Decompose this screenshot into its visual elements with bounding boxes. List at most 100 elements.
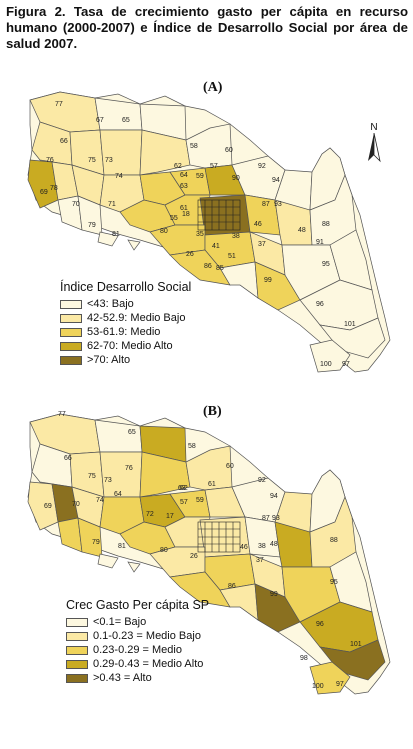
legend-a-title: Índice Desarrollo Social: [60, 280, 192, 294]
map-a-area-label: 93: [274, 201, 282, 208]
map-a-area-label: 73: [105, 157, 113, 164]
map-b-area-label: 81: [118, 543, 126, 550]
area-labels-b: 77 65 58 66 75 73 76 62 60 92 94 69 70 74 64 63 57 59 61 87…: [44, 411, 362, 690]
legend-b-row: 0.23-0.29 = Medio: [66, 643, 209, 657]
legend-a: Índice Desarrollo Social <43: Bajo 42-52.…: [60, 280, 191, 367]
map-b-area-label: 97: [336, 681, 344, 688]
legend-b-row: 0.1-0.23 = Medio Bajo: [66, 629, 209, 643]
map-a-area-label: 74: [115, 173, 123, 180]
map-a-area-label: 101: [344, 321, 356, 328]
map-a-area-label: 77: [55, 101, 63, 108]
map-b-area-label: 88: [330, 537, 338, 544]
panel-a-label: (A): [203, 80, 223, 95]
map-a-area-label: 81: [112, 231, 120, 238]
map-a-area-label: 86: [204, 263, 212, 270]
map-b-area-label: 66: [64, 455, 72, 462]
map-b-area-label: 95: [330, 579, 338, 586]
legend-a-label: 62-70: Medio Alto: [87, 340, 173, 352]
map-a-area-label: 46: [254, 221, 262, 228]
legend-a-row: <43: Bajo: [60, 297, 191, 311]
legend-b-title: Crec Gasto Per cápita SP: [66, 598, 210, 612]
map-a-area-label: 99: [264, 277, 272, 284]
map-a-area-label: 91: [316, 239, 324, 246]
map-a-area-label: 97: [342, 361, 350, 368]
legend-a-label: >70: Alto: [87, 354, 131, 366]
map-a-area-label: 35: [196, 231, 204, 238]
map-b-area-label: 57: [180, 499, 188, 506]
legend-b-label: >0.43 = Alto: [93, 672, 152, 684]
legend-b-swatch: [66, 631, 88, 641]
north-arrow-icon: [368, 132, 381, 163]
map-a-area-label: 18: [182, 211, 190, 218]
map-b-area-label: 17: [166, 513, 174, 520]
map-b-area-label: 64: [114, 491, 122, 498]
map-a-area-label: 41: [212, 243, 220, 250]
map-a-area-label: 64: [180, 172, 188, 179]
map-b-area-label: 76: [125, 465, 133, 472]
map-a-area-label: 51: [228, 253, 236, 260]
map-b-area-label: 94: [270, 493, 278, 500]
map-a-area-label: 70: [72, 201, 80, 208]
map-b-area-label: 58: [188, 443, 196, 450]
map-a-area-label: 76: [46, 157, 54, 164]
map-a-area-label: 79: [88, 222, 96, 229]
legend-a-row: 62-70: Medio Alto: [60, 339, 191, 353]
map-b-area-label: 87: [262, 515, 270, 522]
map-a-area-label: 80: [160, 228, 168, 235]
legend-a-swatch: [60, 327, 82, 337]
map-a-area-label: 92: [258, 163, 266, 170]
map-b-area-label: 62: [180, 485, 188, 492]
map-b-area-label: 26: [190, 553, 198, 560]
map-b-area-label: 73: [104, 477, 112, 484]
map-b: [27, 413, 391, 695]
map-a-area-label: 85: [216, 265, 224, 272]
legend-b-label: 0.1-0.23 = Medio Bajo: [93, 630, 201, 642]
map-a-area-label: 88: [322, 221, 330, 228]
legend-a-row: 53-61.9: Medio: [60, 325, 191, 339]
map-a-area-label: 75: [88, 157, 96, 164]
map-b-area-label: 61: [208, 481, 216, 488]
legend-b-label: 0.23-0.29 = Medio: [93, 644, 182, 656]
map-a-area-label: 87: [262, 201, 270, 208]
map-a-area-label: 62: [174, 163, 182, 170]
map-a-area-label: 69: [40, 189, 48, 196]
figure-caption: Figura 2. Tasa de crecimiento gasto per …: [6, 4, 408, 51]
map-a-area-label: 65: [122, 117, 130, 124]
legend-a-swatch: [60, 355, 82, 365]
map-b-area-label: 70: [72, 501, 80, 508]
map-a-area-label: 61: [180, 205, 188, 212]
map-b-area-label: 37: [256, 557, 264, 564]
map-b-area-label: 100: [312, 683, 324, 690]
legend-b-swatch: [66, 645, 88, 655]
map-b-area-label: 72: [146, 511, 154, 518]
legend-b-swatch: [66, 673, 88, 683]
area-labels-a: 77 67 65 60 66 75 73 76 58 62 90 92 94 78 74 64 63 59 57 69…: [40, 101, 356, 368]
legend-a-row: 42-52.9: Medio Bajo: [60, 311, 191, 325]
legend-a-swatch: [60, 299, 82, 309]
legend-a-label: 53-61.9: Medio: [87, 326, 161, 338]
map-b-area-label: 38: [258, 543, 266, 550]
legend-a-row: >70: Alto: [60, 353, 191, 367]
legend-a-swatch: [60, 341, 82, 351]
map-a-area-label: 26: [186, 251, 194, 258]
map-b-area-label: 65: [128, 429, 136, 436]
map-b-area-label: 77: [58, 411, 66, 418]
map-a-area-label: 63: [180, 183, 188, 190]
map-a: [27, 91, 391, 373]
map-a-area-label: 48: [298, 227, 306, 234]
legend-b-swatch: [66, 617, 88, 627]
legend-b-label: 0.29-0.43 = Medio Alto: [93, 658, 204, 670]
map-a-area-label: 71: [108, 201, 116, 208]
map-a-area-label: 100: [320, 361, 332, 368]
map-a-area-label: 59: [196, 173, 204, 180]
map-b-area-label: 60: [226, 463, 234, 470]
map-a-area-label: 90: [232, 175, 240, 182]
map-a-area-label: 60: [225, 147, 233, 154]
map-a-area-label: 96: [316, 301, 324, 308]
map-a-area-label: 38: [232, 233, 240, 240]
legend-a-label: 42-52.9: Medio Bajo: [87, 312, 186, 324]
map-b-area-label: 48: [270, 541, 278, 548]
map-b-area-label: 69: [44, 503, 52, 510]
map-b-area-label: 79: [92, 539, 100, 546]
